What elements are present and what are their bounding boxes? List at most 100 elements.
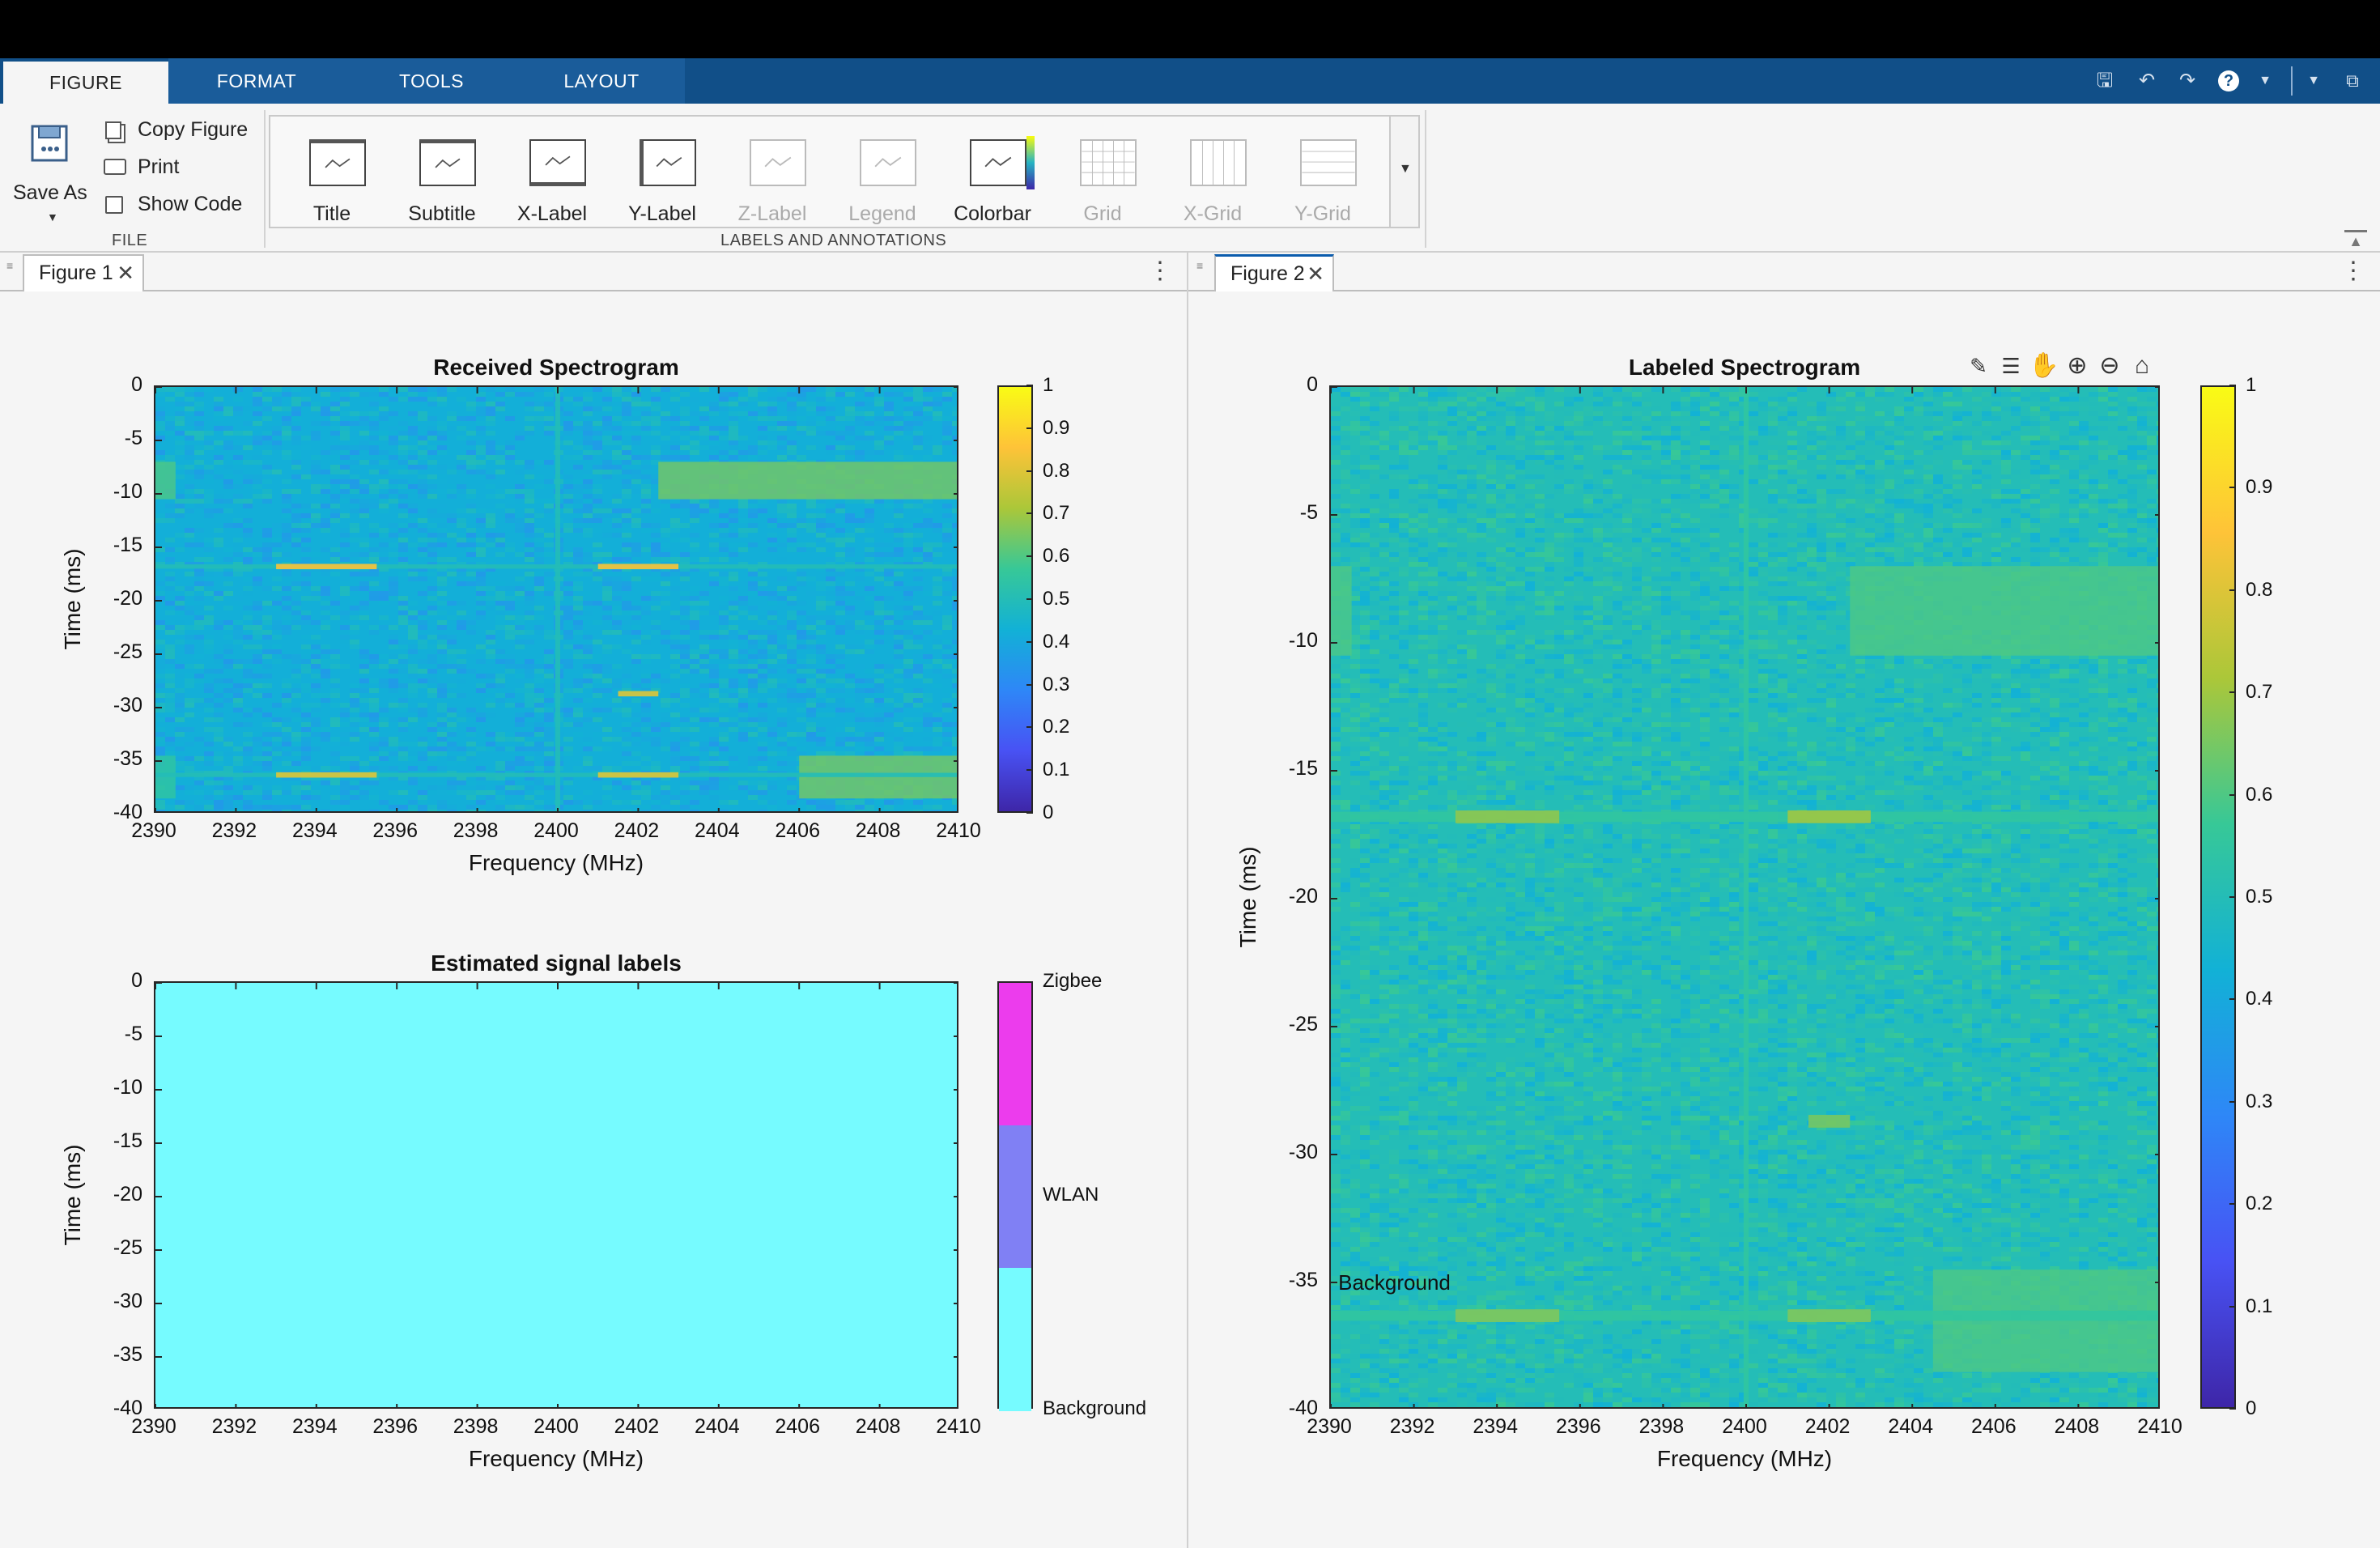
drag-grip-icon[interactable]: ≡ (1196, 259, 1204, 272)
x-tick-label: 2394 (1473, 1415, 1518, 1438)
colorbar-tick-mark (1026, 385, 1033, 386)
y-tick-label: 0 (131, 969, 142, 992)
add-y-grid-button[interactable]: Y-Grid (1268, 117, 1378, 230)
help-dropdown-icon[interactable]: ▼ (2259, 74, 2272, 87)
labels-x-axis-label: Frequency (MHz) (468, 1446, 644, 1471)
x-label-icon (529, 139, 586, 186)
add-y-label-button[interactable]: Y-Label (607, 117, 717, 230)
copy-figure-button[interactable]: Copy Figure (102, 117, 264, 144)
signal-vline-11 (555, 387, 560, 811)
undock-icon[interactable]: ⧉ (2346, 70, 2359, 91)
labeled-axes[interactable]: Background (1329, 385, 2160, 1409)
colorbar-tick-mark (2229, 1408, 2236, 1410)
toolstrip-tab-bar: FIGURE FORMAT TOOLS LAYOUT 🖫 ↶ ↷ ? ▼ ▼ ⧉ (0, 58, 2380, 104)
tab-tools[interactable]: TOOLS (345, 58, 518, 104)
edit-plot-icon[interactable]: ✎ (1970, 354, 1987, 378)
tab-layout[interactable]: LAYOUT (518, 58, 685, 104)
colorbar-tick-mark (2229, 1100, 2236, 1103)
y-tick-label: -15 (113, 1129, 142, 1152)
received-axes[interactable] (154, 385, 958, 813)
add-legend-button[interactable]: Legend (827, 117, 937, 230)
more-options-icon[interactable]: ⋮ (2341, 257, 2365, 284)
signal-band-0 (1331, 566, 1352, 656)
tab-figure[interactable]: FIGURE (3, 62, 168, 104)
collapse-toolstrip-icon[interactable]: ▲ (2344, 230, 2367, 249)
x-tick-label: 2402 (1804, 1415, 1851, 1438)
redo-icon[interactable]: ↷ (2178, 70, 2196, 91)
figure-1-tab-label: Figure 1 (39, 262, 113, 284)
undo-icon[interactable]: ↶ (2138, 70, 2156, 91)
tab-figure-2[interactable]: Figure 2 ✕ (1214, 254, 1334, 291)
signal-burst-6 (1787, 810, 1871, 823)
data-tips-icon[interactable]: ☰ (2001, 354, 2021, 378)
colorbar-segment-background (999, 1268, 1031, 1411)
help-icon[interactable]: ? (2218, 70, 2239, 91)
add-x-grid-button[interactable]: X-Grid (1158, 117, 1268, 230)
x-tick-label: 2406 (1970, 1415, 2017, 1438)
show-code-checkbox[interactable]: Show Code (102, 191, 264, 219)
x-tick-label: 2394 (291, 819, 338, 842)
add-subtitle-button[interactable]: Subtitle (387, 117, 497, 230)
save-as-dropdown-icon[interactable]: ▼ (47, 211, 58, 223)
more-options-icon[interactable]: ⋮ (1148, 257, 1172, 284)
gallery-expand-button[interactable]: ▼ (1389, 117, 1418, 227)
zoom-out-icon[interactable]: ⊖ (2099, 352, 2120, 379)
zoom-in-icon[interactable]: ⊕ (2067, 352, 2088, 379)
add-title-button[interactable]: Title (277, 117, 387, 230)
save-as-button[interactable]: Save As ▼ (6, 115, 91, 223)
add-colorbar-button[interactable]: Colorbar (937, 117, 1048, 230)
signal-band-1 (1850, 566, 2158, 656)
colorbar-tick-label: 0.4 (1043, 630, 1070, 653)
tab-format[interactable]: FORMAT (168, 58, 345, 104)
x-grid-icon (1190, 139, 1247, 186)
print-label: Print (138, 155, 180, 178)
colorbar-tick-label: 0.4 (2246, 988, 2273, 1010)
figure-splitter[interactable] (1187, 253, 1188, 1548)
print-button[interactable]: Print (102, 154, 264, 181)
colorbar-tick-label: 0.2 (1043, 716, 1070, 738)
x-grid-label: X-Grid (1183, 202, 1243, 225)
colorbar-tick-label: 0.9 (2246, 476, 2273, 499)
x-tick-label: 2390 (131, 1415, 176, 1438)
labels-axes[interactable] (154, 981, 958, 1409)
y-tick-label: -10 (1288, 629, 1318, 652)
colorbar-tick-mark (2229, 487, 2236, 489)
y-tick-label: -10 (113, 480, 142, 503)
add-z-label-button[interactable]: Z-Label (717, 117, 827, 230)
show-code-check-box[interactable] (105, 196, 123, 214)
colorbar-tick-label: 1 (2246, 374, 2257, 396)
labels-colorbar[interactable] (997, 981, 1033, 1411)
y-tick-label: -30 (113, 694, 142, 717)
save-as-icon (31, 125, 68, 162)
copy-figure-label: Copy Figure (138, 118, 249, 141)
pan-hand-icon[interactable]: ✋ (2029, 352, 2059, 379)
tab-figure-1[interactable]: Figure 1 ✕ (23, 254, 144, 291)
labeled-y-axis-label: Time (ms) (1235, 846, 1260, 948)
save-icon[interactable]: 🖫 (2096, 70, 2114, 91)
x-tick-label: 2398 (453, 1415, 499, 1438)
labels-annotations-group: Title Subtitle X-Label Y-Label Z-Label Legend… (269, 115, 1420, 228)
close-icon[interactable]: ✕ (1307, 262, 1324, 286)
restore-view-home-icon[interactable]: ⌂ (2134, 352, 2150, 379)
window-top-bar (0, 0, 2380, 58)
add-x-label-button[interactable]: X-Label (497, 117, 607, 230)
collapse-dropdown-icon[interactable]: ▼ (2307, 74, 2320, 87)
signal-burst-9 (276, 772, 377, 778)
label-map-fill (155, 983, 957, 1407)
y-tick-label: -20 (113, 587, 142, 610)
labels-group-label: LABELS AND ANNOTATIONS (720, 232, 947, 249)
add-grid-button[interactable]: Grid (1048, 117, 1158, 230)
drag-grip-icon[interactable]: ≡ (6, 259, 14, 272)
colorbar-tick-label: 0.5 (2246, 886, 2273, 908)
colorbar-tick-mark (1026, 726, 1033, 729)
colorbar-tick-mark (2229, 1305, 2236, 1308)
subtitle-label: Subtitle (408, 202, 476, 225)
x-tick-label: 2406 (775, 1415, 820, 1438)
close-icon[interactable]: ✕ (117, 261, 134, 285)
x-tick-label: 2408 (855, 1415, 901, 1438)
signal-band-0 (155, 461, 176, 500)
colorbar-segment-zigbee (999, 983, 1031, 1126)
colorbar-tick-mark (2229, 691, 2236, 694)
colorbar-tick-label: 0 (1043, 802, 1054, 823)
y-tick-label: -5 (1299, 501, 1318, 524)
